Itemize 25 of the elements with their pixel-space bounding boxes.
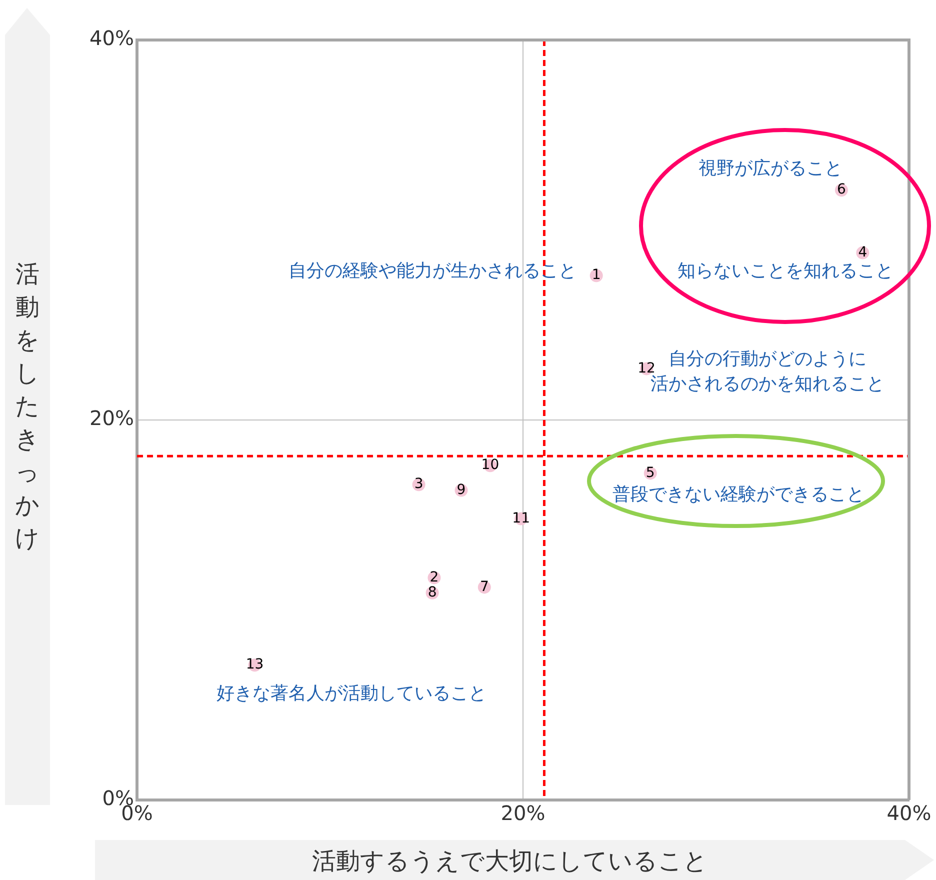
annotation: 視野が広がること	[698, 158, 842, 179]
x-tick-label: 40%	[886, 801, 932, 826]
annotation: 1	[592, 267, 601, 284]
annotation: 9	[456, 482, 466, 498]
annotation: 自分の行動がどのように	[668, 348, 867, 370]
annotation: 3	[414, 476, 424, 492]
annotation: 10	[481, 457, 500, 474]
annotation: 12	[638, 360, 656, 376]
y-tick-label: 20%	[90, 406, 134, 430]
annotation: 5	[646, 464, 655, 481]
annotation: 7	[480, 578, 489, 595]
annotation: 好きな著名人が活動していること	[216, 682, 487, 704]
annotation: 普段できない経験ができること	[612, 484, 864, 505]
x-axis-title: 活動するうえで大切にしていること	[311, 846, 709, 877]
annotation: 知らないことを知れること	[678, 260, 894, 282]
annotation: 6	[836, 182, 846, 198]
annotation: 2	[430, 569, 439, 586]
annotation: 13	[246, 656, 264, 673]
y-tick-label: 40%	[90, 26, 134, 50]
x-tick-label: 20%	[500, 801, 546, 826]
annotation: 8	[428, 584, 437, 601]
annotation: 自分の経験や能力が生かされること	[288, 260, 576, 282]
annotation: 4	[858, 244, 868, 260]
text: 活動をしたきっかけ	[15, 260, 40, 552]
annotation: 11	[512, 510, 530, 526]
